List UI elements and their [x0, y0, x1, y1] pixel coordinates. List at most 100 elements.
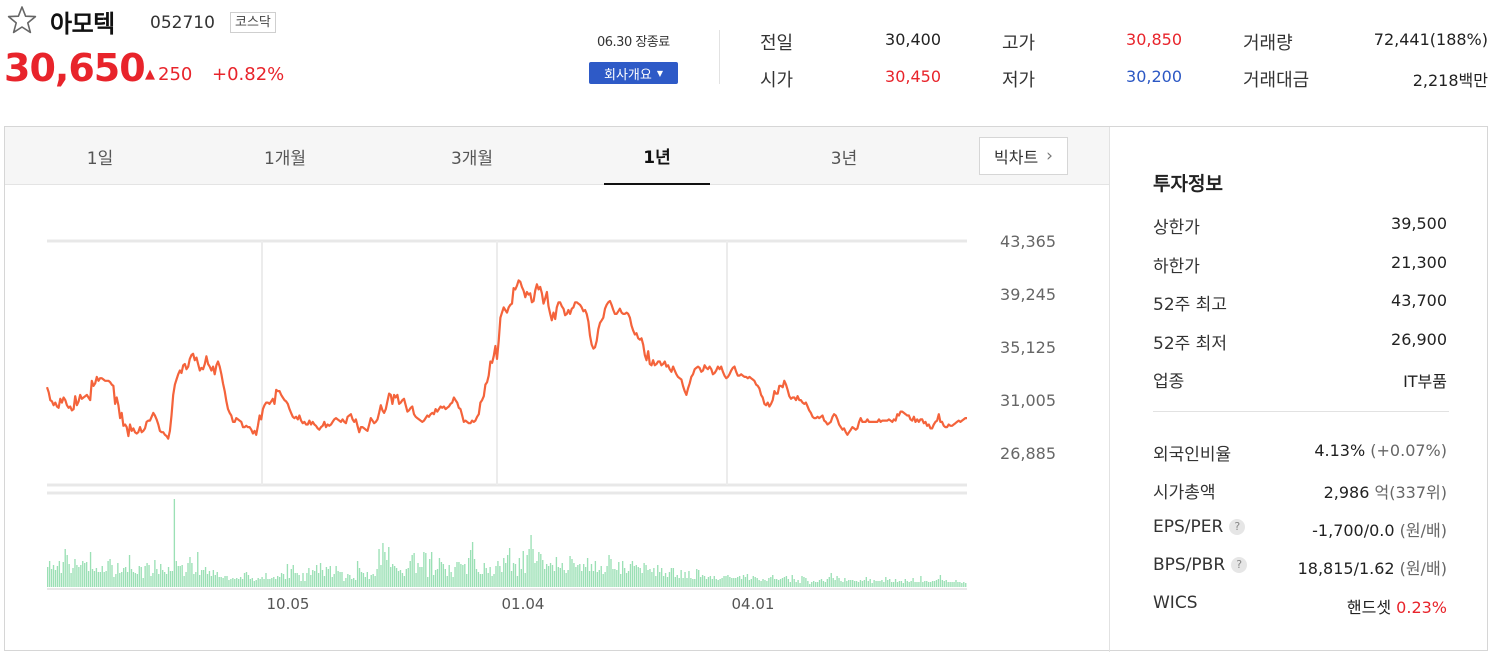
tab-1-day[interactable]: 1일 [86, 148, 114, 169]
volume-bar [625, 573, 628, 587]
bps-pbr-number: 18,815/1.62 [1297, 559, 1395, 578]
volume-bar [339, 572, 341, 587]
volume-bar [698, 570, 700, 587]
volume-bar [292, 565, 294, 587]
volume-bar [887, 580, 889, 587]
volume-bar [666, 577, 669, 587]
price-change-rate: +0.82% [212, 64, 285, 85]
volume-bar [364, 577, 367, 587]
big-chart-button[interactable]: 빅차트 › [979, 137, 1068, 175]
volume-bar [711, 579, 714, 587]
volume-bar [430, 552, 433, 587]
volume-bar [66, 555, 68, 587]
volume-bar [836, 576, 838, 587]
volume-bar [583, 564, 585, 587]
volume-bar [826, 579, 829, 587]
volume-bar [822, 581, 825, 587]
foreign-ratio-label: 외국인비율 [1153, 445, 1232, 465]
volume-bar [649, 569, 651, 587]
volume-bar [573, 563, 575, 587]
tab-1-year[interactable]: 1년 [604, 127, 710, 185]
chart-panel: 1일 1개월 3개월 1년 3년 빅차트 › 43,365 39,245 35,12… [4, 126, 1488, 652]
volume-bar [629, 564, 632, 587]
favorite-star-icon[interactable] [6, 4, 38, 36]
volume-bar [87, 571, 90, 587]
volume-bar [616, 570, 618, 587]
volume-bar [740, 579, 743, 587]
volume-bar [575, 567, 577, 587]
volume-bar [922, 582, 924, 587]
volume-bar [329, 566, 331, 587]
volume-bar [152, 573, 154, 587]
tab-3-month[interactable]: 3개월 [450, 148, 494, 169]
volume-bar [370, 575, 372, 587]
stock-name: 아모텍 [50, 10, 115, 38]
volume-bar [959, 582, 961, 587]
volume-bar [875, 581, 877, 587]
prev-close-label: 전일 [760, 33, 794, 54]
tab-3-year[interactable]: 3년 [830, 148, 858, 169]
volume-bar [577, 565, 579, 587]
volume-bar [762, 579, 764, 587]
wics-sector[interactable]: 핸드셋 [1346, 598, 1392, 617]
eps-per-unit: (원/배) [1399, 521, 1447, 540]
volume-bar [855, 581, 858, 587]
volume-bar [530, 535, 532, 587]
volume-bar [251, 578, 254, 587]
volume-bar [200, 570, 203, 587]
volume-bar [74, 559, 76, 587]
volume-bar [547, 566, 550, 587]
volume-bar [581, 571, 583, 587]
tab-1-month[interactable]: 1개월 [263, 148, 307, 169]
volume-bar [662, 576, 665, 587]
high-value: 30,850 [1126, 30, 1182, 49]
volume-bar [485, 568, 487, 587]
volume-bar [399, 570, 402, 587]
volume-bar [885, 577, 887, 587]
volume-bar [768, 578, 770, 587]
volume-bar [908, 582, 910, 587]
volume-bar [323, 576, 326, 587]
volume-label: 거래량 [1243, 33, 1293, 54]
volume-bar [820, 579, 823, 587]
volume-bar [132, 572, 135, 587]
volume-bar [668, 572, 671, 587]
company-overview-button[interactable]: 회사개요 ▼ [589, 62, 678, 84]
volume-bar [750, 579, 752, 587]
volume-bar [197, 552, 199, 587]
low-52w-value: 26,900 [1391, 330, 1447, 349]
volume-bar [425, 553, 427, 587]
volume-bar [524, 573, 526, 587]
wics-rate: 0.23% [1396, 598, 1447, 617]
volume-bar [84, 563, 86, 587]
volume-bar [107, 561, 109, 587]
low-value: 30,200 [1126, 67, 1182, 86]
volume-bar [949, 582, 951, 587]
help-icon[interactable]: ? [1231, 557, 1248, 573]
volume-bar [481, 574, 484, 587]
volume-bar [234, 579, 236, 587]
volume-bar [294, 573, 296, 587]
volume-bar [241, 579, 244, 587]
volume-bar [315, 565, 318, 587]
industry-value[interactable]: IT부품 [1403, 372, 1447, 391]
market-cap-rank: (337위) [1389, 483, 1447, 502]
volume-bar [939, 575, 942, 587]
volume-bar [148, 565, 150, 587]
volume-bar [924, 581, 926, 587]
volume-bar [302, 573, 304, 587]
volume-bar [503, 558, 505, 587]
volume-bar [403, 576, 406, 587]
volume-bar [356, 561, 359, 587]
high-label: 고가 [1002, 33, 1036, 54]
up-triangle-icon: ▲ [145, 67, 155, 82]
foreign-ratio-change: (+0.07%) [1370, 441, 1447, 460]
help-icon[interactable]: ? [1229, 519, 1246, 535]
volume-bar [354, 580, 357, 587]
volume-bar [758, 580, 760, 587]
stock-code: 052710 [150, 13, 215, 33]
invest-info-title: 투자정보 [1153, 173, 1223, 195]
volume-bar [434, 570, 437, 587]
volume-bar [610, 559, 612, 587]
volume-bar [785, 576, 788, 587]
